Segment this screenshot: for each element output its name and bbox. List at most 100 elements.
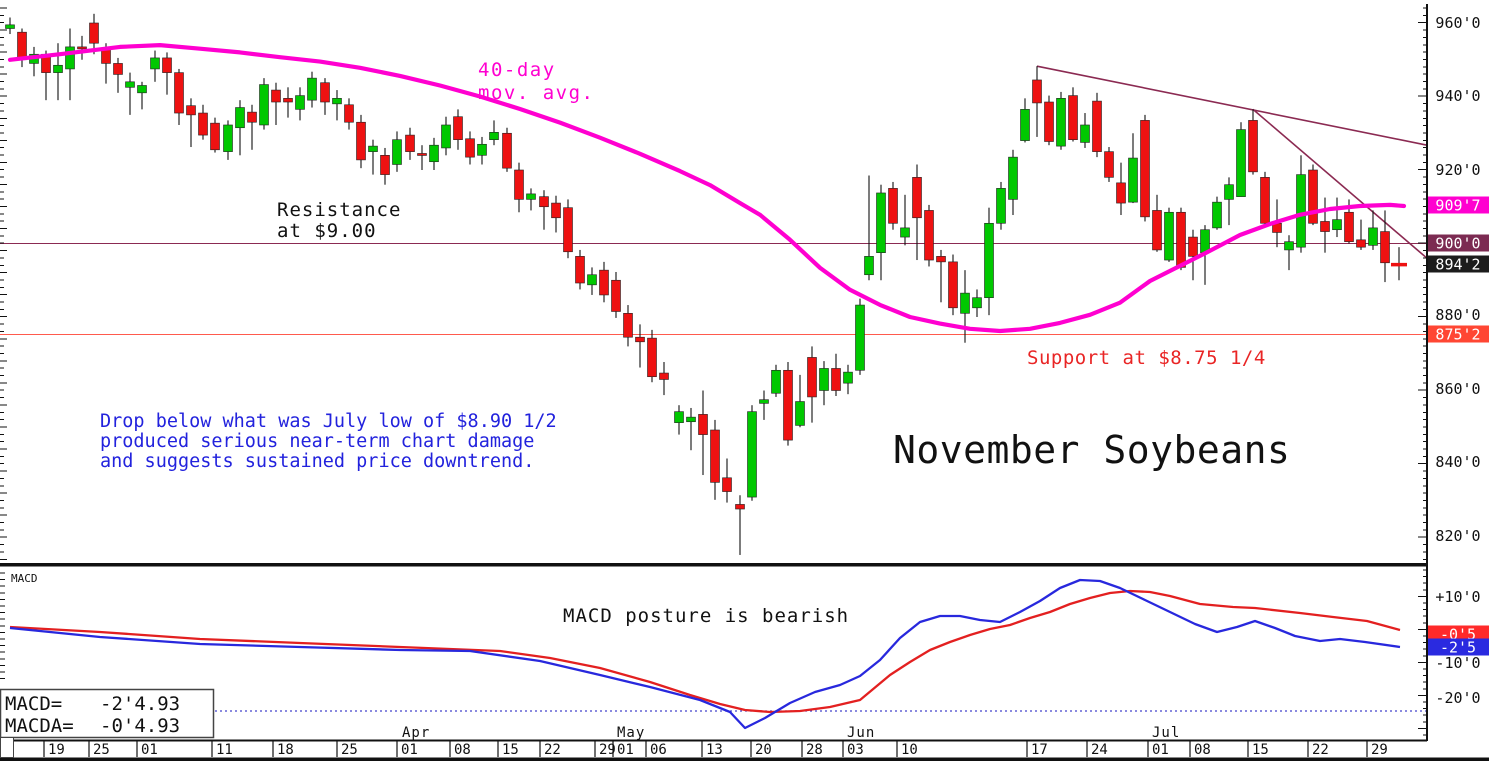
price-badge: 875'2 [1428, 325, 1489, 344]
candle [1164, 207, 1174, 262]
candle [1116, 162, 1126, 216]
candle [771, 364, 781, 397]
candle [1308, 164, 1318, 226]
candle [1020, 98, 1030, 143]
date-tick-label: 28 [806, 742, 823, 758]
candle [392, 131, 402, 172]
date-tick-label: 08 [454, 742, 471, 758]
price-axis-label: 940'0 [1435, 87, 1480, 105]
candle [563, 199, 573, 259]
date-tick-label: 20 [755, 742, 772, 758]
axes-frame [0, 4, 1489, 761]
svg-text:909'7: 909'7 [1435, 197, 1480, 215]
candle [795, 374, 805, 428]
candle [698, 390, 708, 476]
price-badge: 900'0 [1428, 234, 1489, 253]
panel-divider [0, 563, 1427, 567]
price-axis-label: 820'0 [1435, 527, 1480, 545]
macd-line-red [9, 589, 1401, 714]
candle [996, 181, 1006, 230]
candle [1128, 133, 1138, 204]
candle [1176, 207, 1186, 271]
month-label: Jun [847, 725, 875, 741]
candle [77, 35, 87, 60]
candle [912, 164, 922, 261]
candle [320, 78, 330, 115]
candle [783, 362, 793, 446]
price-axis-label: 920'0 [1435, 161, 1480, 179]
candlesticks[interactable] [5, 13, 1408, 555]
candle [502, 127, 512, 172]
candle [526, 188, 536, 211]
candle [735, 495, 745, 555]
macd-readout-value1: -2'4.93 [100, 693, 180, 715]
date-tick-label: 25 [341, 742, 358, 758]
candle [5, 17, 15, 35]
candle [1248, 109, 1258, 175]
commentary-line1: Drop below what was July low of $8.90 1/… [100, 411, 557, 432]
resistance-label-line1: Resistance [277, 199, 401, 221]
candle [1068, 87, 1078, 142]
candle [1236, 122, 1246, 197]
resistance-label-line2: at $9.00 [277, 220, 377, 242]
candle [1332, 197, 1342, 238]
date-tick-label: 01 [1152, 742, 1169, 758]
svg-text:894'2: 894'2 [1435, 256, 1480, 274]
candle [948, 254, 958, 316]
month-label: Jul [1152, 725, 1180, 741]
price-axis-label: -10'0 [1435, 654, 1480, 672]
candle [647, 329, 657, 383]
candle [635, 324, 645, 368]
candle [283, 87, 293, 118]
candle [551, 195, 561, 233]
candle [271, 82, 281, 125]
candle [984, 207, 994, 316]
candle [186, 98, 196, 148]
price-badge: 894'2 [1428, 255, 1489, 274]
candle [465, 131, 475, 165]
date-tick-label: 29 [599, 742, 616, 758]
candle [1391, 247, 1407, 281]
date-tick-label: 01 [141, 742, 158, 758]
price-axis-label: 840'0 [1435, 453, 1480, 471]
price-axis-label: -20'0 [1435, 689, 1480, 707]
candle [587, 267, 597, 295]
svg-text:900'0: 900'0 [1435, 235, 1480, 253]
date-tick-label: 01 [617, 742, 634, 758]
candle [1188, 229, 1198, 281]
horizontal-price-lines [0, 242, 1427, 336]
candle [259, 78, 269, 130]
candle [1080, 113, 1090, 148]
candle [900, 194, 910, 246]
candle [972, 289, 982, 317]
candle [295, 87, 305, 121]
price-badge: -2'5 [1428, 638, 1489, 657]
chart-title: November Soybeans [893, 428, 1290, 472]
price-axis-label: 860'0 [1435, 380, 1480, 398]
month-label: Apr [402, 725, 430, 741]
candle [344, 98, 354, 130]
ma-label-line1: 40-day [478, 59, 556, 81]
candle [611, 271, 621, 318]
candle [1140, 114, 1150, 222]
candle [888, 181, 898, 230]
candle [807, 346, 817, 423]
svg-text:875'2: 875'2 [1435, 326, 1480, 344]
candle [575, 249, 585, 290]
steep-downtrend-line [1252, 108, 1428, 259]
candle [210, 117, 220, 153]
candle [831, 353, 841, 397]
macd-panel-label: MACD [11, 572, 38, 585]
candle [368, 139, 378, 175]
date-tick-label: 08 [1194, 742, 1211, 758]
svg-text:-2'5: -2'5 [1440, 639, 1476, 657]
date-tick-label: 18 [277, 742, 294, 758]
candle [960, 270, 970, 343]
price-axis-label: 880'0 [1435, 306, 1480, 324]
candle [198, 104, 208, 140]
candle [1008, 149, 1018, 216]
date-tick-label: 22 [544, 742, 561, 758]
candle [1224, 177, 1234, 226]
